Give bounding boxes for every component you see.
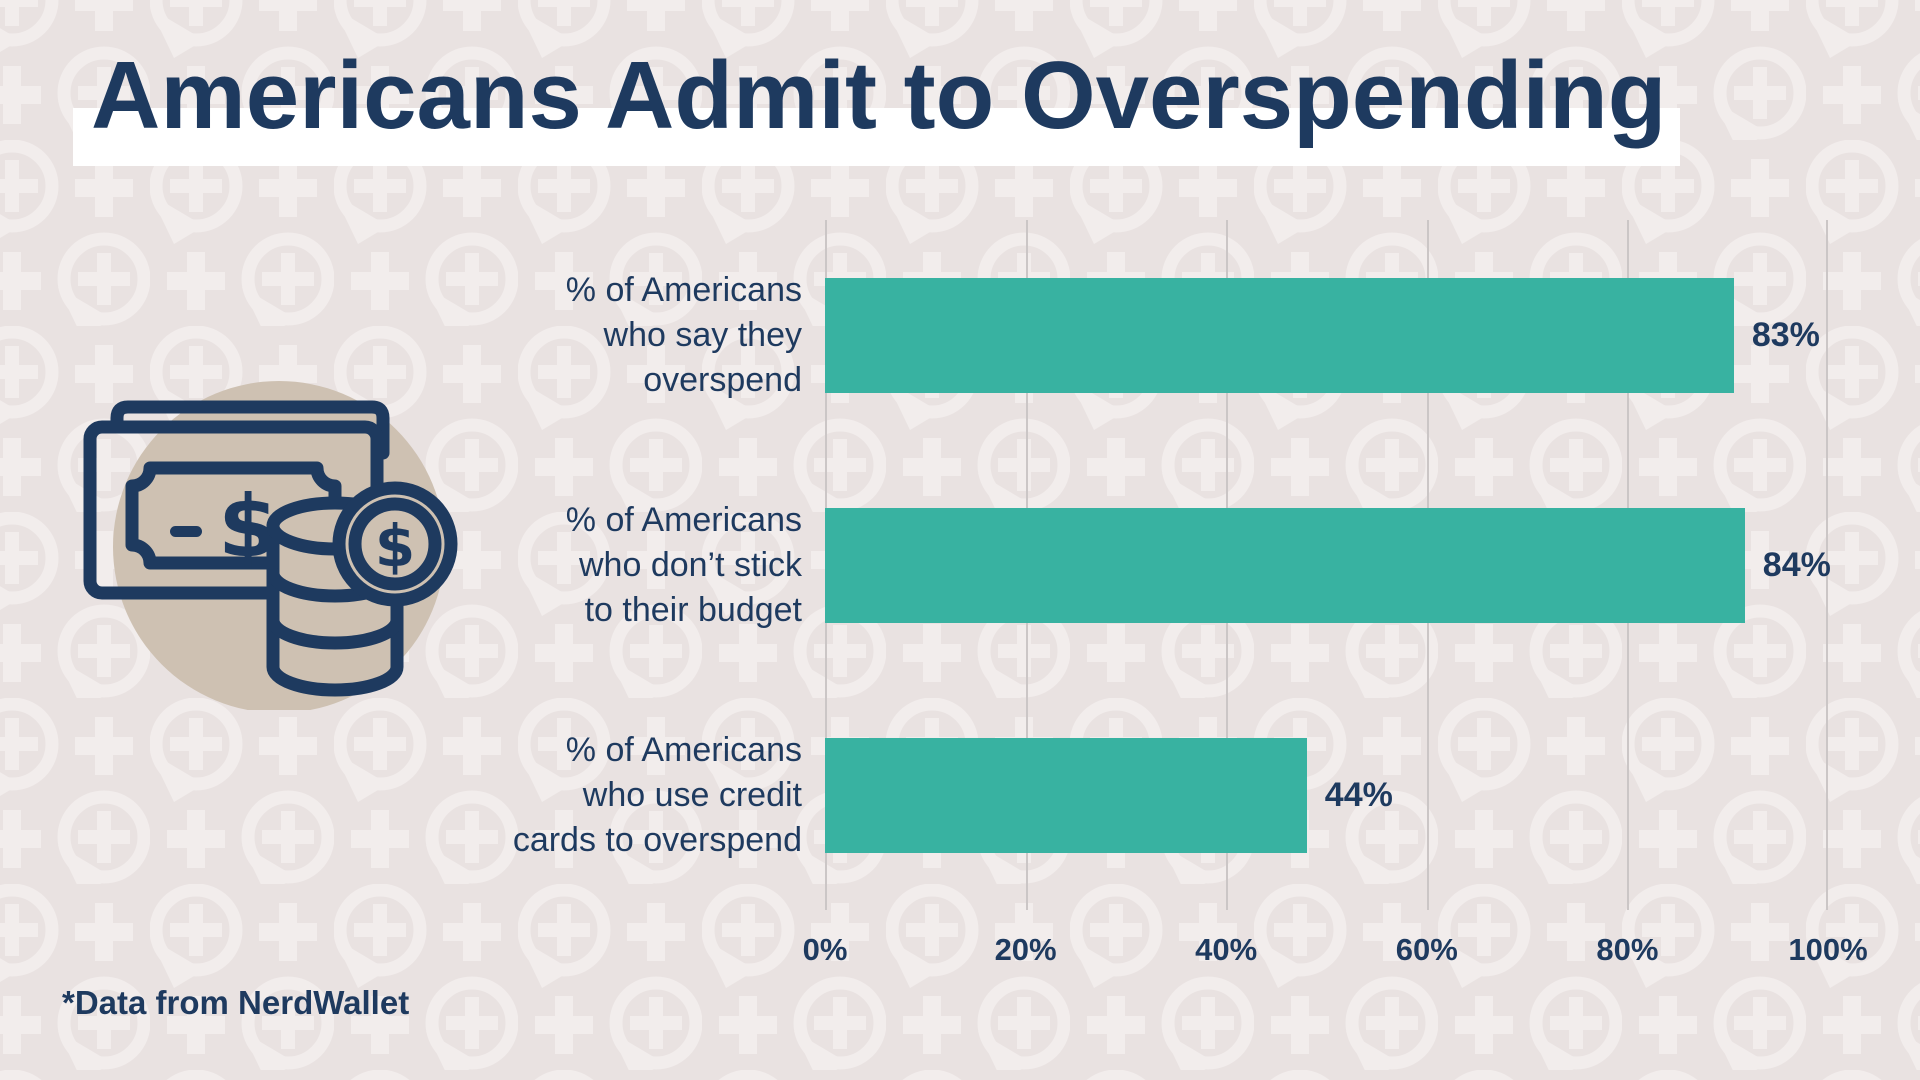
x-tick: 20% — [994, 932, 1057, 967]
category-label: % of Americans who use credit cards to o… — [0, 731, 802, 859]
category-label-line: to their budget — [584, 591, 802, 629]
category-label: % of Americans who don’t stick to their … — [0, 501, 802, 629]
data-source-footnote: *Data from NerdWallet — [62, 984, 410, 1021]
category-label-line: who don’t stick — [579, 546, 802, 584]
svg-text:$: $ — [375, 512, 415, 580]
bar-value-label: 44% — [1324, 776, 1393, 814]
title-block: Americans Admit to Overspending — [73, 40, 1681, 166]
x-tick: 40% — [1195, 932, 1258, 967]
category-label-line: overspend — [643, 361, 802, 399]
x-axis: 0% 20% 40% 60% 80% 100% — [803, 932, 1868, 980]
x-tick: 100% — [1788, 932, 1868, 967]
x-tick: 60% — [1395, 932, 1458, 967]
category-label-line: cards to overspend — [512, 821, 802, 859]
x-tick: 80% — [1596, 932, 1659, 967]
bar-overspend — [825, 278, 1734, 393]
bar-value-label: 84% — [1762, 546, 1831, 584]
dollar-bills: $ — [83, 400, 390, 600]
bar-row: 84% — [825, 508, 1920, 623]
bar-budget — [825, 508, 1745, 623]
bar-credit-cards — [825, 738, 1307, 853]
category-label: % of Americans who say they overspend — [0, 271, 802, 399]
bar-chart: 83% 84% 44% 0% 20% 40% 60% 80% 100% — [803, 220, 1868, 980]
bar-value-label: 83% — [1751, 316, 1820, 354]
category-label-line: who say they — [603, 316, 802, 354]
title-highlight — [73, 108, 1681, 166]
category-label-line: % of Americans — [565, 501, 802, 539]
bar-row: 44% — [825, 738, 1920, 853]
category-label-line: % of Americans — [565, 271, 802, 309]
money-icon: $ $ — [83, 381, 458, 710]
page-title: Americans Admit to Overspending — [91, 42, 1667, 149]
gridline-100 — [1826, 220, 1828, 910]
category-label-line: % of Americans — [565, 731, 802, 769]
dollar-coin: $ — [332, 481, 458, 607]
x-tick: 0% — [802, 932, 848, 967]
category-label-line: who use credit — [582, 776, 802, 814]
bar-row: 83% — [825, 278, 1920, 393]
